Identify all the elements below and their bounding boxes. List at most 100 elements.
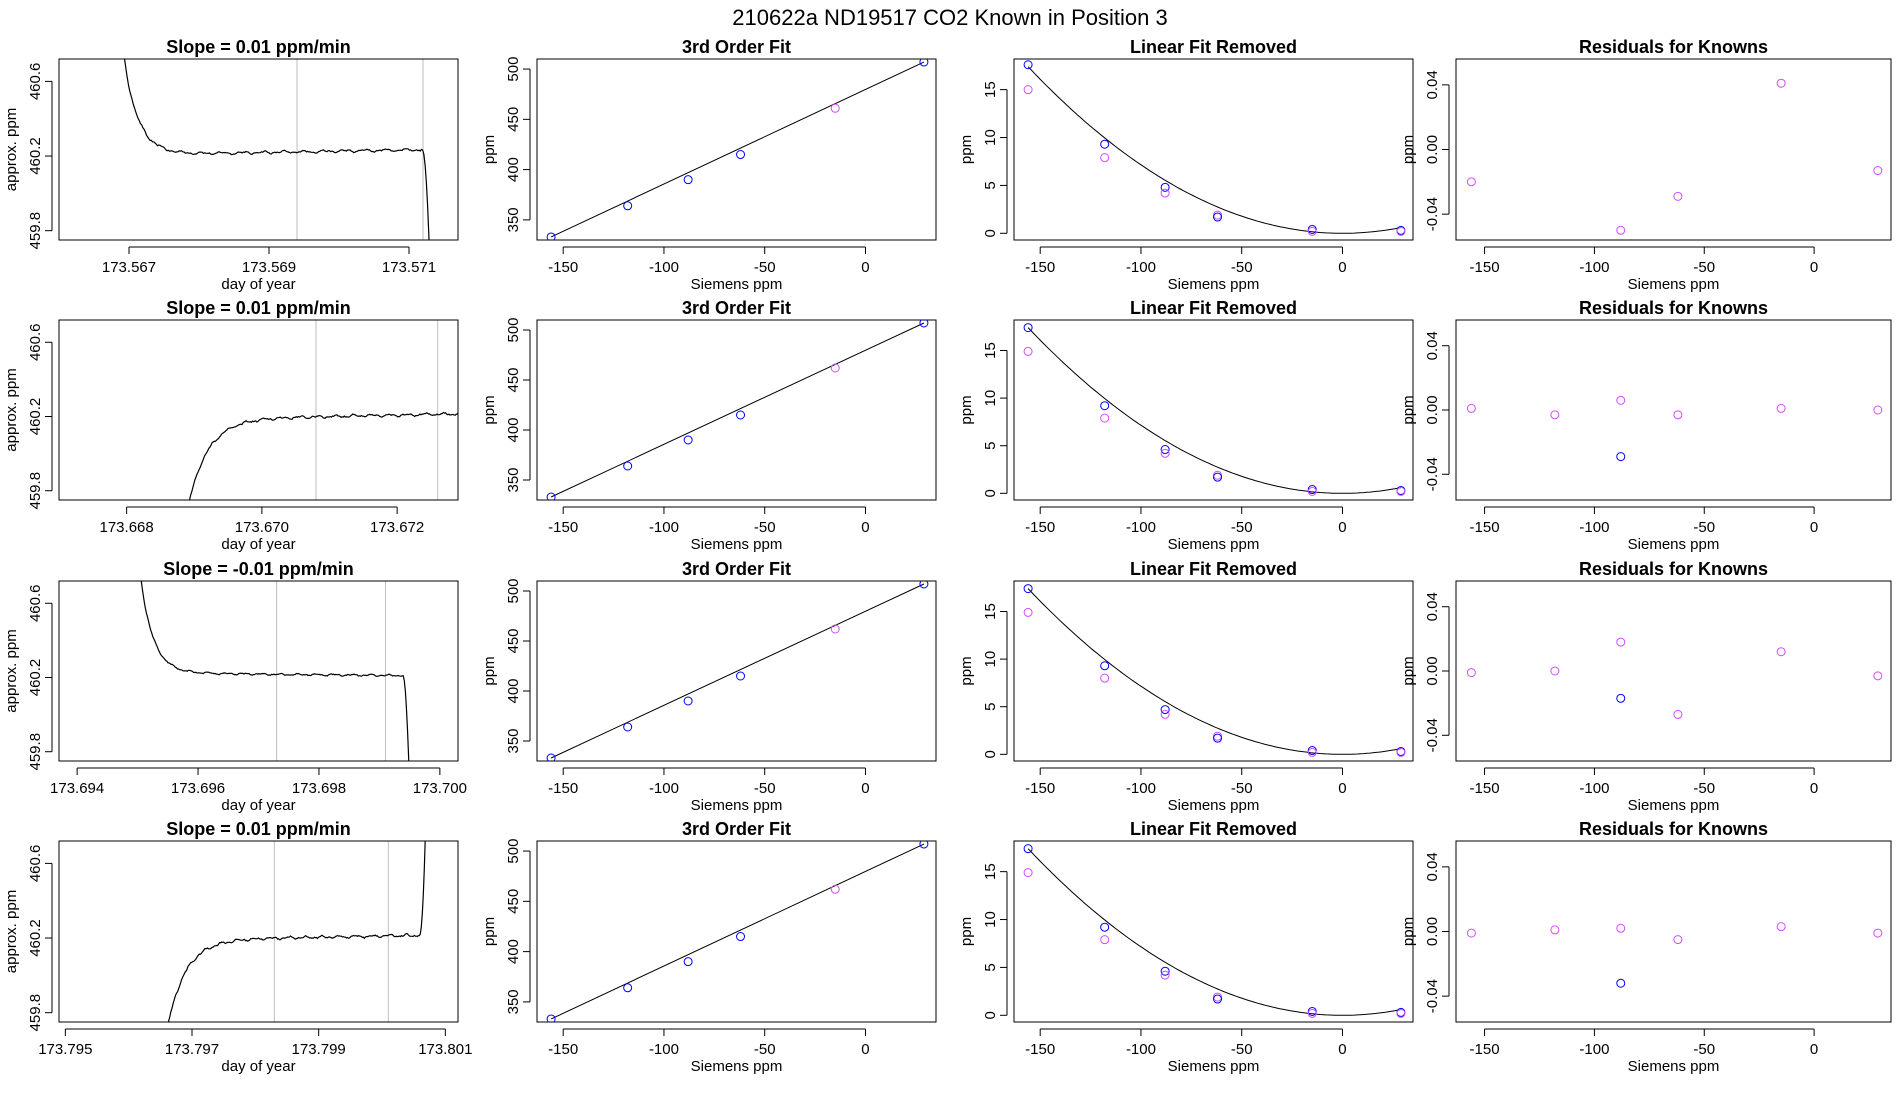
x-axis-label: day of year: [221, 797, 295, 814]
data-point-magenta: [1550, 410, 1560, 420]
data-point-blue: [1616, 978, 1626, 988]
x-tick-label: 0: [1810, 519, 1818, 536]
plot-frame: [536, 58, 937, 241]
plot-frame: [1013, 319, 1414, 501]
x-tick-label: -50: [1693, 780, 1715, 797]
x-tick-label: 173.797: [165, 1041, 219, 1058]
x-tick-label: -100: [1126, 519, 1156, 536]
plot-area: [546, 59, 929, 240]
y-tick-label: 460.2: [27, 659, 44, 697]
x-tick-label: -100: [1126, 259, 1156, 276]
data-point-blue: [683, 435, 693, 445]
fit-curve: [1027, 327, 1401, 494]
plot-area: [123, 59, 430, 240]
y-tick-label: 400: [505, 678, 522, 703]
panel-1-3: Linear Fit Removed -150 -100 -50 0 Siemens pp…: [958, 37, 1414, 293]
data-point-blue: [1100, 922, 1110, 932]
data-point-blue: [1023, 844, 1033, 854]
plot-frame: [58, 58, 459, 241]
fit-line: [550, 322, 925, 498]
data-point-magenta: [1616, 225, 1626, 235]
data-point-magenta: [1673, 709, 1683, 719]
plot-frame: [536, 840, 937, 1023]
x-tick-label: -50: [1693, 519, 1715, 536]
plot-area: [167, 841, 426, 1022]
y-tick-label: -0.04: [1424, 457, 1441, 491]
x-axis-label: Siemens ppm: [1168, 1058, 1260, 1075]
data-point-magenta: [1023, 85, 1033, 95]
data-point-magenta: [1213, 210, 1223, 220]
panel-2-3: Linear Fit Removed -150 -100 -50 0 Siemens pp…: [958, 298, 1414, 553]
panel-title: Linear Fit Removed: [1130, 819, 1297, 839]
data-point-blue: [736, 671, 746, 681]
data-point-blue: [1100, 661, 1110, 671]
plot-area: [546, 841, 929, 1022]
panel-title: Linear Fit Removed: [1130, 37, 1297, 57]
y-tick-label: 0.04: [1424, 592, 1441, 621]
y-axis-label: ppm: [1400, 917, 1417, 946]
y-tick-label: 15: [982, 81, 999, 98]
plot-area: [1023, 323, 1406, 496]
data-point-blue: [1100, 401, 1110, 411]
y-tick-label: 0.04: [1424, 331, 1441, 360]
data-point-magenta: [1160, 970, 1170, 980]
data-point-magenta: [1213, 992, 1223, 1002]
data-point-magenta: [830, 363, 840, 373]
y-axis-label: ppm: [481, 656, 498, 685]
y-tick-label: 500: [505, 578, 522, 603]
concentration-trace: [167, 841, 426, 1022]
y-tick-label: -0.04: [1424, 718, 1441, 752]
x-tick-label: 173.668: [100, 519, 154, 536]
x-axis-label: Siemens ppm: [1628, 536, 1720, 553]
y-axis-label: ppm: [1400, 395, 1417, 424]
y-tick-label: 0.00: [1424, 656, 1441, 685]
y-axis-label: approx. ppm: [3, 629, 20, 712]
y-tick-label: 15: [982, 603, 999, 620]
x-tick-label: -100: [649, 259, 679, 276]
panel-title: 3rd Order Fit: [682, 298, 791, 318]
panel-title: Slope = -0.01 ppm/min: [163, 559, 354, 579]
data-point-blue: [919, 841, 929, 849]
y-tick-label: 0.00: [1424, 917, 1441, 946]
x-tick-label: -100: [649, 1041, 679, 1058]
x-tick-label: -50: [1693, 259, 1715, 276]
x-tick-label: 173.696: [171, 780, 225, 797]
data-point-magenta: [1776, 647, 1786, 657]
data-point-blue: [919, 581, 929, 589]
x-tick-label: -150: [1470, 780, 1500, 797]
plot-frame: [536, 319, 937, 501]
x-axis-label: day of year: [221, 536, 295, 553]
y-tick-label: 400: [505, 417, 522, 442]
data-point-magenta: [1213, 731, 1223, 741]
plot-frame: [1455, 840, 1892, 1023]
y-tick-label: -0.04: [1424, 979, 1441, 1013]
data-point-magenta: [1873, 405, 1883, 415]
y-axis-label: ppm: [958, 135, 975, 164]
data-point-magenta: [1776, 922, 1786, 932]
panel-title: Slope = 0.01 ppm/min: [166, 298, 351, 318]
x-axis-label: Siemens ppm: [1168, 276, 1260, 293]
x-tick-label: 0: [861, 519, 869, 536]
data-point-blue: [623, 201, 633, 211]
data-point-blue: [623, 461, 633, 471]
x-tick-label: 173.672: [370, 519, 424, 536]
data-point-blue: [546, 753, 556, 761]
x-tick-label: 173.694: [50, 780, 104, 797]
panel-3-4: Residuals for Knowns -150 -100 -50 0 Siemens …: [1400, 559, 1892, 814]
panel-3-1: Slope = -0.01 ppm/min 173.694 173.696 173.6…: [3, 559, 467, 814]
data-point-magenta: [1160, 188, 1170, 198]
data-point-blue: [1213, 994, 1223, 1004]
x-tick-label: 173.569: [242, 259, 296, 276]
x-axis-label: Siemens ppm: [691, 276, 783, 293]
panel-title: 3rd Order Fit: [682, 819, 791, 839]
y-tick-label: 400: [505, 157, 522, 182]
panel-title: Residuals for Knowns: [1579, 819, 1768, 839]
data-point-magenta: [1550, 925, 1560, 935]
panel-title: Residuals for Knowns: [1579, 559, 1768, 579]
x-tick-label: -100: [649, 780, 679, 797]
y-tick-label: 15: [982, 863, 999, 880]
y-tick-label: 459.8: [27, 733, 44, 771]
plot-frame: [1455, 580, 1892, 762]
panel-1-4: Residuals for Knowns -150 -100 -50 0 Siemens …: [1400, 37, 1892, 293]
y-axis-label: approx. ppm: [3, 108, 20, 191]
